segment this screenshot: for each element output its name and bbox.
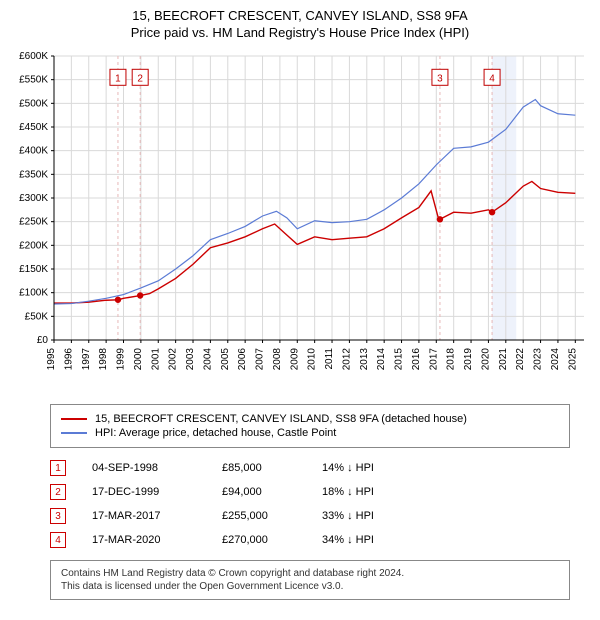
svg-text:2024: 2024 bbox=[550, 348, 561, 371]
svg-text:2011: 2011 bbox=[324, 348, 335, 370]
svg-text:£0: £0 bbox=[37, 335, 49, 346]
svg-text:4: 4 bbox=[489, 73, 495, 84]
svg-text:£250K: £250K bbox=[19, 217, 48, 228]
price-chart: 1 2 3 4 £0 £50K £100K £150K £200K £250K £300K £350K… bbox=[4, 48, 596, 398]
svg-text:2010: 2010 bbox=[307, 348, 318, 371]
svg-text:2000: 2000 bbox=[133, 348, 144, 371]
svg-text:£300K: £300K bbox=[19, 193, 48, 204]
svg-text:2025: 2025 bbox=[567, 348, 578, 371]
sales-table: 1 04-SEP-1998£85,00014% ↓ HPI 2 17-DEC-1999… bbox=[50, 456, 570, 552]
svg-text:2017: 2017 bbox=[428, 348, 439, 371]
svg-text:1999: 1999 bbox=[116, 348, 127, 371]
legend-swatch bbox=[61, 418, 87, 420]
svg-text:2015: 2015 bbox=[394, 348, 405, 371]
sale-date: 04-SEP-1998 bbox=[92, 462, 222, 474]
svg-text:£200K: £200K bbox=[19, 240, 48, 251]
svg-text:2008: 2008 bbox=[272, 348, 283, 371]
svg-text:1998: 1998 bbox=[98, 348, 109, 371]
svg-text:£600K: £600K bbox=[19, 51, 48, 62]
sales-row: 4 17-MAR-2020£270,00034% ↓ HPI bbox=[50, 528, 570, 552]
svg-text:2: 2 bbox=[137, 73, 143, 84]
svg-text:£150K: £150K bbox=[19, 264, 48, 275]
sale-date: 17-DEC-1999 bbox=[92, 486, 222, 498]
svg-text:2014: 2014 bbox=[376, 348, 387, 371]
sale-marker: 3 bbox=[50, 508, 66, 524]
svg-text:2016: 2016 bbox=[411, 348, 422, 371]
svg-text:£50K: £50K bbox=[25, 311, 49, 322]
legend-item: HPI: Average price, detached house, Cast… bbox=[61, 427, 559, 439]
svg-text:2019: 2019 bbox=[463, 348, 474, 371]
legend: 15, BEECROFT CRESCENT, CANVEY ISLAND, SS… bbox=[50, 404, 570, 448]
svg-text:2005: 2005 bbox=[220, 348, 231, 371]
svg-text:2007: 2007 bbox=[255, 348, 266, 371]
svg-text:£100K: £100K bbox=[19, 288, 48, 299]
legend-swatch bbox=[61, 432, 87, 434]
svg-text:1997: 1997 bbox=[81, 348, 92, 371]
svg-text:2009: 2009 bbox=[289, 348, 300, 371]
footer-line1: Contains HM Land Registry data © Crown c… bbox=[61, 567, 559, 580]
sale-marker: 1 bbox=[50, 460, 66, 476]
svg-text:1995: 1995 bbox=[46, 348, 57, 371]
sale-price: £270,000 bbox=[222, 534, 322, 546]
svg-text:2021: 2021 bbox=[498, 348, 509, 371]
sale-date: 17-MAR-2017 bbox=[92, 510, 222, 522]
chart-svg: 1 2 3 4 £0 £50K £100K £150K £200K £250K £300K £350K… bbox=[4, 48, 596, 398]
svg-text:1: 1 bbox=[115, 73, 121, 84]
sales-row: 1 04-SEP-1998£85,00014% ↓ HPI bbox=[50, 456, 570, 480]
chart-title-address: 15, BEECROFT CRESCENT, CANVEY ISLAND, SS… bbox=[4, 8, 596, 23]
sale-price: £255,000 bbox=[222, 510, 322, 522]
sale-price: £85,000 bbox=[222, 462, 322, 474]
svg-text:2004: 2004 bbox=[202, 348, 213, 371]
svg-text:2001: 2001 bbox=[150, 348, 161, 371]
sales-row: 3 17-MAR-2017£255,00033% ↓ HPI bbox=[50, 504, 570, 528]
svg-text:2023: 2023 bbox=[533, 348, 544, 371]
svg-text:£350K: £350K bbox=[19, 169, 48, 180]
sale-price: £94,000 bbox=[222, 486, 322, 498]
legend-label: HPI: Average price, detached house, Cast… bbox=[95, 427, 336, 439]
sale-diff: 14% ↓ HPI bbox=[322, 462, 442, 474]
svg-text:2003: 2003 bbox=[185, 348, 196, 371]
footer-attribution: Contains HM Land Registry data © Crown c… bbox=[50, 560, 570, 600]
svg-text:1996: 1996 bbox=[63, 348, 74, 371]
chart-title-subtitle: Price paid vs. HM Land Registry's House … bbox=[4, 25, 596, 40]
sale-diff: 33% ↓ HPI bbox=[322, 510, 442, 522]
legend-item: 15, BEECROFT CRESCENT, CANVEY ISLAND, SS… bbox=[61, 413, 559, 425]
svg-text:2012: 2012 bbox=[341, 348, 352, 371]
svg-text:3: 3 bbox=[437, 73, 443, 84]
svg-text:£550K: £550K bbox=[19, 75, 48, 86]
svg-text:2002: 2002 bbox=[168, 348, 179, 371]
svg-text:2013: 2013 bbox=[359, 348, 370, 371]
svg-text:2022: 2022 bbox=[515, 348, 526, 371]
sale-marker: 4 bbox=[50, 532, 66, 548]
svg-text:2018: 2018 bbox=[446, 348, 457, 371]
footer-line2: This data is licensed under the Open Gov… bbox=[61, 580, 559, 593]
svg-text:£450K: £450K bbox=[19, 122, 48, 133]
svg-text:£500K: £500K bbox=[19, 98, 48, 109]
svg-text:2006: 2006 bbox=[237, 348, 248, 371]
legend-label: 15, BEECROFT CRESCENT, CANVEY ISLAND, SS… bbox=[95, 413, 467, 425]
sale-diff: 18% ↓ HPI bbox=[322, 486, 442, 498]
sale-diff: 34% ↓ HPI bbox=[322, 534, 442, 546]
sales-row: 2 17-DEC-1999£94,00018% ↓ HPI bbox=[50, 480, 570, 504]
sale-date: 17-MAR-2020 bbox=[92, 534, 222, 546]
svg-text:2020: 2020 bbox=[480, 348, 491, 371]
sale-marker: 2 bbox=[50, 484, 66, 500]
svg-text:£400K: £400K bbox=[19, 146, 48, 157]
